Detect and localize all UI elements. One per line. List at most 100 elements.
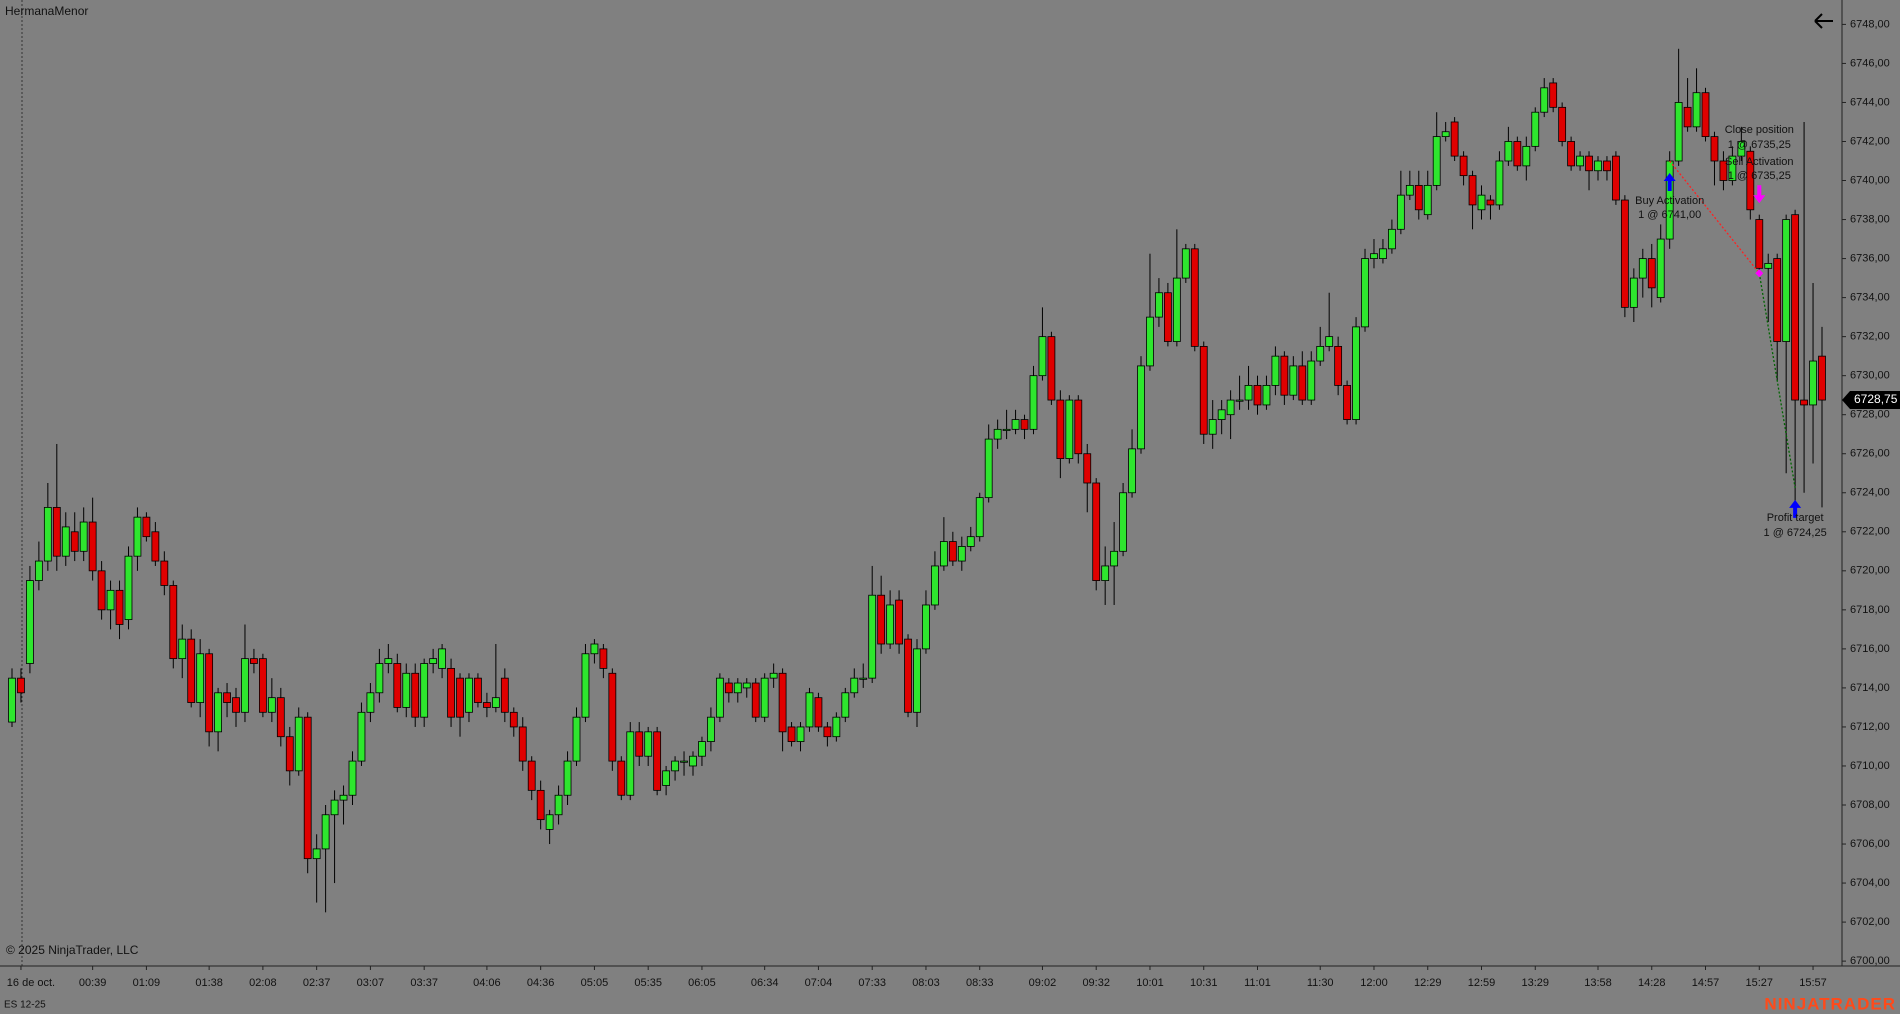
- candle-body: [751, 682, 760, 718]
- buy-arrow: [1789, 499, 1802, 518]
- candle-body: [1459, 155, 1468, 177]
- candle-body: [465, 677, 473, 713]
- candle-body: [796, 726, 805, 742]
- candle-body: [79, 521, 88, 552]
- y-tick-label: 6706,00: [1850, 838, 1890, 850]
- trade-detail: 1 @ 6724,25: [1764, 527, 1827, 539]
- trade-detail: 1 @ 6735,25: [1728, 139, 1791, 151]
- candle-body: [1190, 248, 1199, 347]
- candle-body: [250, 658, 258, 664]
- candle-body: [599, 648, 608, 669]
- candle-body: [1755, 219, 1764, 269]
- y-tick-label: 6704,00: [1850, 877, 1890, 889]
- candle-body: [698, 741, 706, 757]
- candle-body: [608, 672, 617, 762]
- candle-body: [769, 672, 778, 679]
- candle-body: [823, 726, 832, 738]
- candle-body: [913, 648, 921, 713]
- x-tick-label: 12:59: [1468, 977, 1496, 989]
- candle-body: [572, 716, 581, 762]
- candle-body: [34, 560, 43, 581]
- candle-body: [1567, 141, 1576, 167]
- candle-body: [966, 536, 975, 547]
- x-tick-label: 02:08: [249, 977, 277, 989]
- candle-body: [1782, 219, 1791, 342]
- x-tick-label: 12:29: [1414, 977, 1442, 989]
- candle-body: [554, 794, 563, 816]
- candle-body: [52, 506, 61, 557]
- x-tick-label: 13:58: [1584, 977, 1612, 989]
- chart-title: HermanaMenor: [5, 4, 88, 18]
- candle-body: [1674, 102, 1683, 162]
- x-tick-label: 10:31: [1190, 977, 1218, 989]
- candle-body: [635, 731, 644, 757]
- candle-body: [1388, 228, 1396, 250]
- candle-body: [1612, 155, 1620, 201]
- candle-body: [1746, 150, 1755, 211]
- candle-body: [223, 692, 231, 703]
- candle-body: [1656, 238, 1665, 299]
- back-arrow-icon[interactable]: [1814, 13, 1833, 29]
- candle-body: [339, 794, 348, 801]
- candle-body: [742, 682, 751, 689]
- candle-body: [581, 653, 590, 718]
- x-tick-label: 09:32: [1082, 977, 1110, 989]
- candle-body: [115, 589, 124, 625]
- x-tick-label: 02:37: [303, 977, 331, 989]
- candle-body: [1253, 385, 1262, 406]
- back-button[interactable]: [1808, 8, 1838, 34]
- candle-body: [617, 760, 626, 796]
- candle-body: [984, 438, 993, 499]
- candle-body: [590, 643, 599, 655]
- candle-body: [1468, 175, 1477, 206]
- candle-body: [133, 516, 142, 557]
- candle-body: [1163, 292, 1172, 342]
- candle-body: [312, 848, 321, 860]
- candle-body: [1603, 160, 1611, 172]
- candle-body: [1432, 136, 1441, 186]
- candle-body: [420, 663, 429, 718]
- candle-body: [267, 697, 276, 713]
- candle-body: [1011, 419, 1020, 430]
- candle-body: [1181, 248, 1190, 279]
- candle-body: [922, 604, 930, 650]
- candle-body: [1325, 336, 1334, 347]
- candle-body: [1638, 258, 1647, 279]
- trade-name: Sell Activation: [1725, 156, 1793, 168]
- x-tick-label: 14:28: [1638, 977, 1666, 989]
- candle-body: [375, 663, 384, 694]
- candle-body: [1405, 184, 1414, 196]
- y-tick-label: 6732,00: [1850, 331, 1890, 343]
- candle-body: [483, 702, 491, 708]
- candle-body: [1101, 565, 1110, 581]
- trade-name: Profit target: [1767, 512, 1824, 524]
- candle-body: [88, 521, 97, 572]
- candle-body: [931, 565, 939, 606]
- candle-body: [518, 726, 527, 762]
- x-tick-label: 03:37: [410, 977, 438, 989]
- candle-body: [1594, 160, 1602, 172]
- candles: [8, 48, 1826, 913]
- candle-body: [1056, 399, 1065, 460]
- candle-body: [1361, 258, 1369, 328]
- candle-body: [1513, 141, 1522, 167]
- candle-body: [662, 770, 671, 786]
- candle-body: [1683, 106, 1692, 128]
- y-tick-label: 6746,00: [1850, 57, 1890, 69]
- candle-body: [1020, 419, 1029, 430]
- x-tick-label: 13:29: [1522, 977, 1550, 989]
- candle-body: [1576, 155, 1584, 167]
- candle-body: [1737, 141, 1746, 157]
- x-tick-label: 09:02: [1029, 977, 1057, 989]
- candle-body: [850, 677, 859, 694]
- candle-body: [474, 677, 482, 703]
- candle-body: [402, 672, 411, 708]
- y-tick-label: 6736,00: [1850, 252, 1890, 264]
- candle-body: [1549, 82, 1558, 108]
- candle-body: [859, 677, 868, 680]
- candle-body: [1038, 336, 1047, 377]
- y-tick-label: 6716,00: [1850, 643, 1890, 655]
- candle-body: [1307, 360, 1316, 401]
- y-tick-label: 6742,00: [1850, 135, 1890, 147]
